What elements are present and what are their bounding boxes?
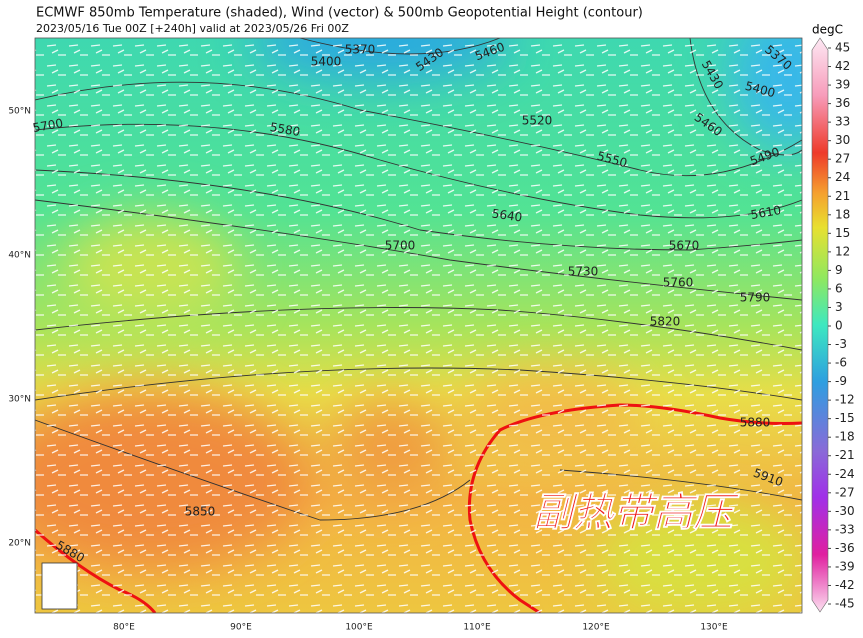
colorbar-tick-label: 12 (835, 244, 850, 258)
contour-label: 5880 (740, 416, 771, 430)
colorbar-tick-label: 9 (835, 263, 843, 277)
colorbar-tick-label: 21 (835, 189, 850, 203)
colorbar-tick-label: 18 (835, 207, 850, 221)
colorbar-tick-label: -9 (835, 374, 847, 388)
lon-label: 120°E (582, 623, 610, 633)
lon-label: 80°E (113, 623, 135, 633)
title: ECMWF 850mb Temperature (shaded), Wind (… (36, 6, 643, 21)
colorbar-tick-label: -42 (835, 578, 855, 592)
lat-label: 50°N (8, 107, 31, 117)
colorbar-tick-label: -39 (835, 559, 855, 573)
subtitle: 2023/05/16 Tue 00Z [+240h] valid at 2023… (36, 22, 349, 35)
colorbar-tick-label: 36 (835, 96, 850, 110)
colorbar-unit: degC (812, 23, 843, 37)
contour-label: 5820 (650, 315, 681, 329)
colorbar-tick-label: -24 (835, 467, 855, 481)
colorbar (811, 37, 829, 613)
contour-label: 5670 (669, 239, 700, 253)
colorbar-tick-label: 45 (835, 41, 850, 55)
colorbar-tick-label: 33 (835, 115, 850, 129)
colorbar-tick-label: 0 (835, 319, 843, 333)
colorbar-tick-label: 39 (835, 78, 850, 92)
contour-label: 5730 (568, 265, 599, 279)
colorbar-tick-label: -36 (835, 541, 855, 555)
lon-label: 100°E (345, 623, 373, 633)
contour-label: 5790 (740, 291, 771, 305)
colorbar-tick-label: -30 (835, 504, 855, 518)
contour-label: 5760 (663, 276, 694, 290)
contour-label: 5640 (491, 206, 523, 224)
colorbar-tick-label: 24 (835, 170, 850, 184)
contour-label: 5580 (269, 120, 302, 139)
colorbar-tick-label: 15 (835, 226, 850, 240)
colorbar-tick-label: -18 (835, 430, 855, 444)
lat-label: 30°N (8, 395, 31, 405)
contour-label: 5610 (750, 203, 783, 222)
colorbar-tick-label: -15 (835, 411, 855, 425)
colorbar-tick-label: 42 (835, 59, 850, 73)
colorbar-tick-label: -21 (835, 448, 855, 462)
contour-label: 5400 (311, 55, 342, 69)
wind-vectors (35, 38, 802, 613)
colorbar-tick-label: -12 (835, 393, 855, 407)
contour-label: 5700 (385, 239, 416, 253)
contour-label: 5700 (32, 116, 65, 135)
colorbar-tick-label: 3 (835, 300, 843, 314)
map-area (35, 38, 802, 613)
colorbar-tick-label: -6 (835, 356, 847, 370)
colorbar-tick-label: -27 (835, 485, 855, 499)
contour-label: 5370 (345, 43, 376, 57)
colorbar-tick-label: 27 (835, 152, 850, 166)
lon-label: 130°E (700, 623, 728, 633)
colorbar-tick-label: 30 (835, 133, 850, 147)
labels: 80°E 90°E 100°E 110°E 120°E 130°E 50°N 40°N 30°N… (8, 40, 854, 633)
annotation: 副热带高压 (533, 490, 740, 536)
lon-label: 90°E (230, 623, 252, 633)
map-frame (34, 37, 803, 614)
colorbar-tick-label: -33 (835, 522, 855, 536)
colorbar-tick-label: -45 (835, 597, 855, 611)
lat-label: 20°N (8, 539, 31, 549)
contour-label: 5850 (185, 505, 216, 519)
colorbar-tick-label: -3 (835, 337, 847, 351)
colorbar-tick-label: 6 (835, 281, 843, 295)
inset-map (41, 562, 78, 610)
lat-label: 40°N (8, 251, 31, 261)
contour-label: 5520 (522, 114, 553, 128)
lon-label: 110°E (463, 623, 491, 633)
